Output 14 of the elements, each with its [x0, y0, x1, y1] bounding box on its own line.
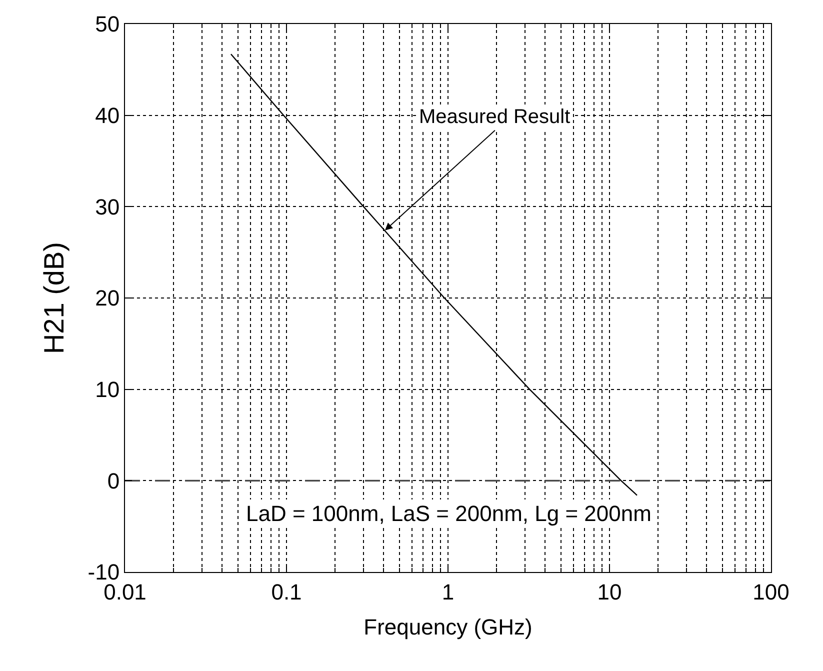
x-axis-title: Frequency (GHz) [364, 614, 532, 640]
x-tick-label: 1 [442, 579, 454, 604]
y-tick-label: 30 [95, 194, 120, 220]
x-tick-label: 10 [597, 579, 622, 604]
annotation: Measured Result [419, 106, 571, 128]
y-tick-label: 20 [95, 286, 120, 311]
x-tick-label: 100 [752, 579, 790, 604]
y-axis-title: H21 (dB) [38, 242, 70, 354]
y-tick-label: 10 [95, 377, 120, 402]
y-tick-label: 0 [107, 468, 120, 494]
x-tick-label: 0.1 [271, 579, 302, 604]
y-tick-label: 50 [95, 12, 120, 37]
annotation: LaD = 100nm, LaS = 200nm, Lg = 200nm [246, 501, 652, 526]
y-tick-label: 40 [95, 103, 120, 128]
